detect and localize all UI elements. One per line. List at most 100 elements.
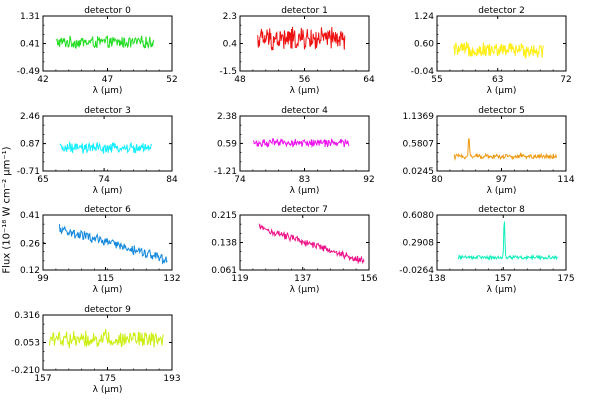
y-tick-label: 0.41: [20, 40, 40, 50]
x-tick-label: 84: [166, 175, 178, 185]
y-tick-label: 0.87: [20, 140, 40, 150]
detector-panel-6: detector 6 99 115 132 0.12 0.26 0.41 λ (μm): [20, 205, 181, 295]
spectrum-line: [58, 224, 168, 265]
x-tick-label: 48: [234, 75, 246, 85]
y-tick-label: 0.60: [414, 40, 434, 50]
x-tick-label: 52: [166, 75, 177, 85]
x-tick-label: 83: [299, 175, 310, 185]
x-tick-label: 157: [34, 374, 51, 384]
spectrum-line: [257, 26, 346, 51]
x-tick-label: 47: [102, 75, 113, 85]
y-tick-label: 0.6080: [403, 211, 435, 221]
x-axis-label: λ (μm): [93, 385, 123, 395]
panel-title: detector 8: [478, 205, 525, 215]
y-tick-label: 2.38: [217, 112, 237, 122]
y-tick-label: 0.41: [20, 211, 40, 221]
x-tick-label: 119: [231, 274, 248, 284]
y-tick-label: 0.138: [211, 239, 237, 249]
y-tick-label: 2.46: [20, 112, 40, 122]
x-axis-label: λ (μm): [487, 86, 517, 96]
spectrum-line: [453, 138, 557, 162]
spectrum-line: [457, 221, 558, 261]
x-tick-label: 137: [294, 274, 311, 284]
x-tick-label: 193: [163, 374, 180, 384]
detector-panel-9: detector 9 157 175 193 -0.210 0.053 0.316 λ (μm…: [11, 305, 181, 395]
detector-panel-2: detector 2 55 63 72 -0.04 0.60 1.24 λ (μm): [411, 6, 572, 96]
x-tick-label: 92: [363, 175, 374, 185]
x-axis-label: λ (μm): [290, 186, 320, 196]
panel-title: detector 4: [281, 106, 328, 116]
panel-title: detector 3: [84, 106, 131, 116]
y-tick-label: -0.210: [11, 366, 40, 376]
x-tick-label: 157: [495, 274, 512, 284]
spectrum-line: [59, 140, 153, 154]
x-tick-label: 132: [163, 274, 180, 284]
x-tick-label: 156: [360, 274, 377, 284]
x-axis-label: λ (μm): [93, 285, 123, 295]
spectrum-line: [253, 138, 350, 148]
panel-title: detector 2: [478, 6, 525, 16]
x-tick-label: 74: [98, 175, 110, 185]
spectrum-line: [49, 328, 164, 349]
y-tick-label: 0.0245: [403, 167, 435, 177]
x-tick-label: 56: [299, 75, 311, 85]
y-tick-label: -0.04: [411, 67, 435, 77]
x-tick-label: 72: [560, 75, 571, 85]
y-tick-label: 1.1369: [403, 112, 435, 122]
y-tick-label: -1.21: [214, 167, 237, 177]
x-tick-label: 80: [431, 175, 443, 185]
y-tick-label: 0.12: [20, 266, 40, 276]
panel-title: detector 6: [84, 205, 131, 215]
y-tick-label: 1.24: [414, 12, 434, 22]
panel-frame: [436, 214, 567, 271]
x-tick-label: 115: [97, 274, 114, 284]
y-tick-label: 0.2908: [403, 239, 435, 249]
y-tick-label: -0.49: [17, 67, 41, 77]
panel-frame: [436, 115, 567, 172]
detector-panel-3: detector 3 65 74 84 -0.71 0.87 2.46 λ (μm): [17, 106, 178, 196]
x-tick-label: 55: [431, 75, 442, 85]
x-tick-label: 42: [37, 75, 48, 85]
y-tick-label: -1.5: [219, 67, 237, 77]
y-tick-label: 0.061: [211, 266, 237, 276]
y-tick-label: 0.26: [20, 239, 40, 249]
spectrum-line: [258, 223, 365, 265]
detector-panel-5: detector 5 80 97 114 0.0245 0.5807 1.1369 λ (μm…: [403, 106, 575, 196]
y-tick-label: 0.053: [14, 339, 40, 349]
detector-panel-8: detector 8 138 157 175 -0.0264 0.2908 0.6080 λ …: [399, 205, 574, 295]
x-tick-label: 63: [492, 75, 503, 85]
x-axis-label: λ (μm): [487, 186, 517, 196]
x-tick-label: 65: [37, 175, 48, 185]
y-tick-label: 0.4: [223, 40, 238, 50]
detector-panel-0: detector 0 42 47 52 -0.49 0.41 1.31 λ (μm): [17, 6, 178, 96]
y-tick-label: 0.59: [217, 139, 237, 149]
x-tick-label: 74: [234, 175, 246, 185]
y-tick-label: 1.31: [20, 12, 40, 22]
x-tick-label: 97: [496, 175, 507, 185]
panel-title: detector 5: [478, 106, 525, 116]
panel-title: detector 1: [281, 6, 328, 16]
y-tick-label: 0.215: [211, 211, 237, 221]
x-tick-label: 64: [363, 75, 375, 85]
panel-title: detector 9: [84, 305, 131, 315]
detector-panel-1: detector 1 48 56 64 -1.5 0.4 2.3 λ (μm): [219, 6, 375, 96]
x-tick-label: 114: [557, 175, 574, 185]
y-tick-label: 0.5807: [403, 140, 435, 150]
x-tick-label: 175: [557, 274, 574, 284]
spectrum-line: [55, 35, 155, 50]
x-axis-label: λ (μm): [487, 285, 517, 295]
detector-panel-4: detector 4 74 83 92 -1.21 0.59 2.38 λ (μm): [214, 106, 375, 196]
x-tick-label: 175: [99, 374, 116, 384]
y-tick-label: -0.0264: [399, 266, 434, 276]
detector-panel-7: detector 7 119 137 156 0.061 0.138 0.215 λ (μm): [211, 205, 378, 295]
panel-title: detector 0: [84, 6, 131, 16]
y-tick-label: -0.71: [17, 167, 40, 177]
y-tick-label: 2.3: [223, 12, 237, 22]
x-tick-label: 138: [428, 274, 445, 284]
spectrum-line: [453, 41, 544, 59]
x-axis-label: λ (μm): [93, 86, 123, 96]
x-axis-label: λ (μm): [290, 285, 320, 295]
x-axis-label: λ (μm): [93, 186, 123, 196]
panel-title: detector 7: [281, 205, 328, 215]
